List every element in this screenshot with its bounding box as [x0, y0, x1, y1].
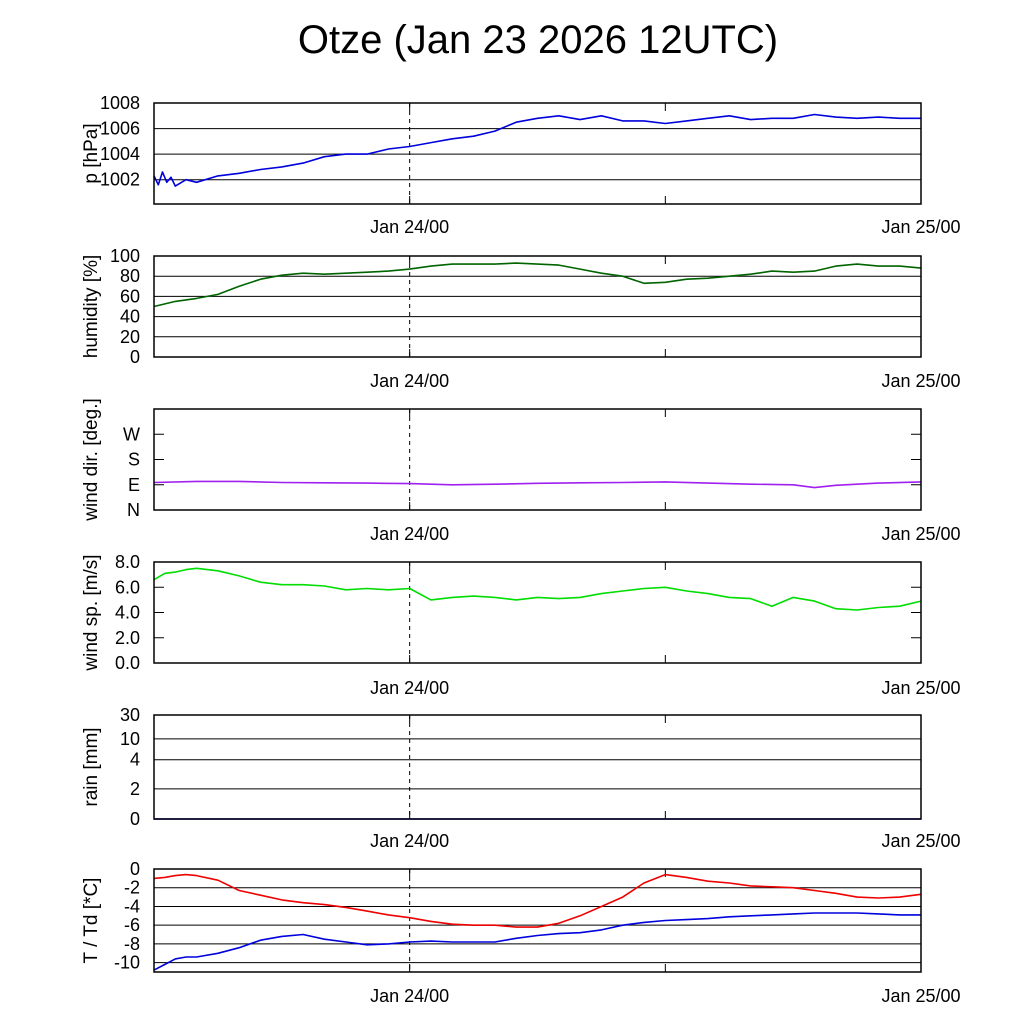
plot-frame [153, 868, 922, 973]
y-tick-label: 100 [110, 246, 140, 266]
chart-title: Otze (Jan 23 2026 12UTC) [297, 18, 779, 62]
y-tick-label: 2.0 [115, 628, 140, 648]
series-line-1 [153, 262, 922, 308]
y-axis-label: wind dir. [deg.] [81, 398, 102, 522]
panel-t-td-c: -10-8-6-4-20 T / Td [*C] Jan 24/00 Jan 25/0… [81, 859, 961, 1006]
x-tick-label: Jan 24/00 [370, 217, 449, 237]
panel-rain-mm: 0 2 410 30 rain [mm] Jan 24/00 Jan 25/00 [81, 705, 961, 851]
y-axis-label: rain [mm] [81, 727, 102, 806]
y-axis-label: p [hPa] [81, 123, 102, 183]
x-tick-label: Jan 24/00 [370, 678, 449, 698]
x-tick-label: Jan 25/00 [881, 371, 960, 391]
x-tick-label: Jan 25/00 [881, 524, 960, 544]
x-tick-label: Jan 24/00 [370, 986, 449, 1006]
series-line-2 [153, 912, 921, 971]
x-tick-label: Jan 25/00 [881, 986, 960, 1006]
plot-frame [153, 255, 922, 358]
x-tick-label: Jan 25/00 [881, 678, 960, 698]
y-tick-label: 4.0 [115, 603, 140, 623]
y-tick-label: S [128, 450, 140, 470]
series-line-1 [153, 113, 921, 187]
y-tick-label: -4 [124, 896, 140, 916]
y-tick-label: -8 [124, 934, 140, 954]
y-tick-label: 40 [120, 307, 140, 327]
y-tick-label: 1004 [100, 144, 140, 164]
y-tick-label: 0 [130, 859, 140, 879]
y-tick-label: 0.0 [115, 653, 140, 673]
series-line-1 [153, 480, 922, 489]
y-tick-label: E [128, 475, 140, 495]
x-tick-label: Jan 25/00 [881, 217, 960, 237]
x-tick-label: Jan 24/00 [370, 831, 449, 851]
y-tick-label: 4 [130, 750, 140, 770]
y-tick-label: 20 [120, 327, 140, 347]
panel-wind-sp-m-s: 0.0 2.0 4.0 6.0 8.0 wind sp. [m/s] Jan 24/00 Ja… [81, 552, 961, 698]
y-tick-label: 1006 [100, 119, 140, 139]
x-tick-label: Jan 25/00 [881, 831, 960, 851]
y-tick-label: 80 [120, 266, 140, 286]
panel-p-hpa: 1002 1004 1006 1008 p [hPa] Jan 24/00 Jan 25/0… [81, 93, 961, 237]
y-tick-label: 6.0 [115, 577, 140, 597]
y-tick-label: 2 [130, 779, 140, 799]
series-line-1 [153, 567, 922, 611]
y-tick-label: 10 [120, 729, 140, 749]
y-tick-label: 60 [120, 286, 140, 306]
plot-frame [153, 561, 922, 664]
y-tick-label: -10 [114, 953, 140, 973]
y-tick-label: -2 [124, 878, 140, 898]
x-tick-label: Jan 24/00 [370, 371, 449, 391]
y-tick-label: 30 [120, 705, 140, 725]
plot-frame [153, 102, 922, 205]
y-tick-label: 8.0 [115, 552, 140, 572]
y-tick-label: N [127, 500, 140, 520]
y-axis-label: T / Td [*C] [81, 878, 102, 964]
y-tick-label: 1002 [100, 170, 140, 190]
y-tick-label: 1008 [100, 93, 140, 113]
y-tick-label: -6 [124, 915, 140, 935]
x-tick-label: Jan 24/00 [370, 524, 449, 544]
y-tick-label: 0 [130, 809, 140, 829]
plot-frame [153, 714, 922, 820]
plot-frame [153, 408, 922, 511]
y-tick-label: W [123, 424, 140, 444]
series-line-1 [153, 873, 922, 928]
y-axis-label: humidity [%] [81, 255, 102, 358]
y-tick-label: 0 [130, 347, 140, 367]
y-axis-label: wind sp. [m/s] [81, 554, 102, 671]
